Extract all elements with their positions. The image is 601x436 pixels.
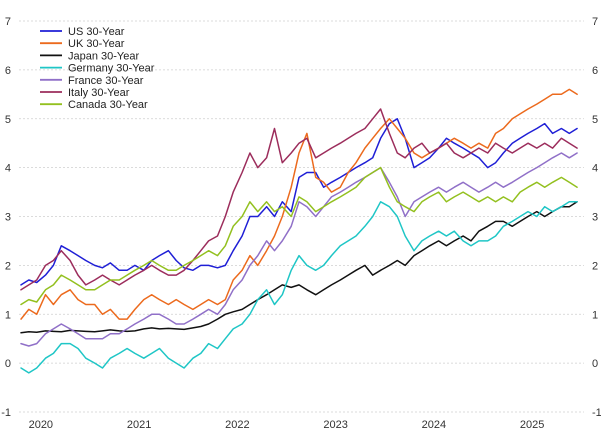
x-axis: 2020 2021 2022 2023 2024 2025 <box>29 419 545 431</box>
y-tick-label-left: 7 <box>5 16 11 28</box>
y-axis-left: -1 0 1 2 3 4 5 6 7 <box>1 16 11 419</box>
legend-label: UK 30-Year <box>68 38 125 50</box>
y-tick-label-right: 1 <box>592 309 598 321</box>
legend-label: US 30-Year <box>68 26 125 38</box>
x-tick-label: 2024 <box>422 419 446 431</box>
series-line-0 <box>20 118 578 286</box>
y-tick-label-right: 0 <box>592 358 598 370</box>
x-tick-label: 2025 <box>520 419 544 431</box>
y-tick-label-left: 4 <box>5 163 11 175</box>
legend-label: Italy 30-Year <box>68 87 130 99</box>
x-tick-label: 2022 <box>225 419 249 431</box>
y-tick-label-right: -1 <box>592 407 601 419</box>
series-line-1 <box>20 88 578 320</box>
x-tick-label: 2021 <box>127 419 151 431</box>
y-tick-label-right: 4 <box>592 163 598 175</box>
y-tick-label-left: 0 <box>5 358 11 370</box>
y-tick-label-right: 3 <box>592 212 598 224</box>
legend-label: Japan 30-Year <box>68 50 139 62</box>
x-tick-label: 2023 <box>323 419 347 431</box>
legend-label: France 30-Year <box>68 75 144 87</box>
series-line-6 <box>20 166 578 306</box>
series-line-4 <box>20 152 578 347</box>
x-tick-label: 2020 <box>29 419 53 431</box>
y-tick-label-right: 7 <box>592 16 598 28</box>
y-tick-label-right: 5 <box>592 114 598 126</box>
legend-label: Canada 30-Year <box>68 99 148 111</box>
series-line-5 <box>20 108 578 291</box>
series-lines <box>20 88 578 374</box>
series-line-2 <box>20 201 578 334</box>
y-tick-label-left: 3 <box>5 212 11 224</box>
legend-label: Germany 30-Year <box>68 63 155 75</box>
y-tick-label-left: 1 <box>5 309 11 321</box>
y-tick-label-right: 2 <box>592 260 598 272</box>
y-axis-right: -1 0 1 2 3 4 5 6 7 <box>592 16 601 419</box>
y-tick-label-left: 2 <box>5 260 11 272</box>
y-tick-label-left: 6 <box>5 65 11 77</box>
series-line-3 <box>20 201 578 374</box>
y-tick-label-left: 5 <box>5 114 11 126</box>
y-tick-label-left: -1 <box>1 407 11 419</box>
y-tick-label-right: 6 <box>592 65 598 77</box>
